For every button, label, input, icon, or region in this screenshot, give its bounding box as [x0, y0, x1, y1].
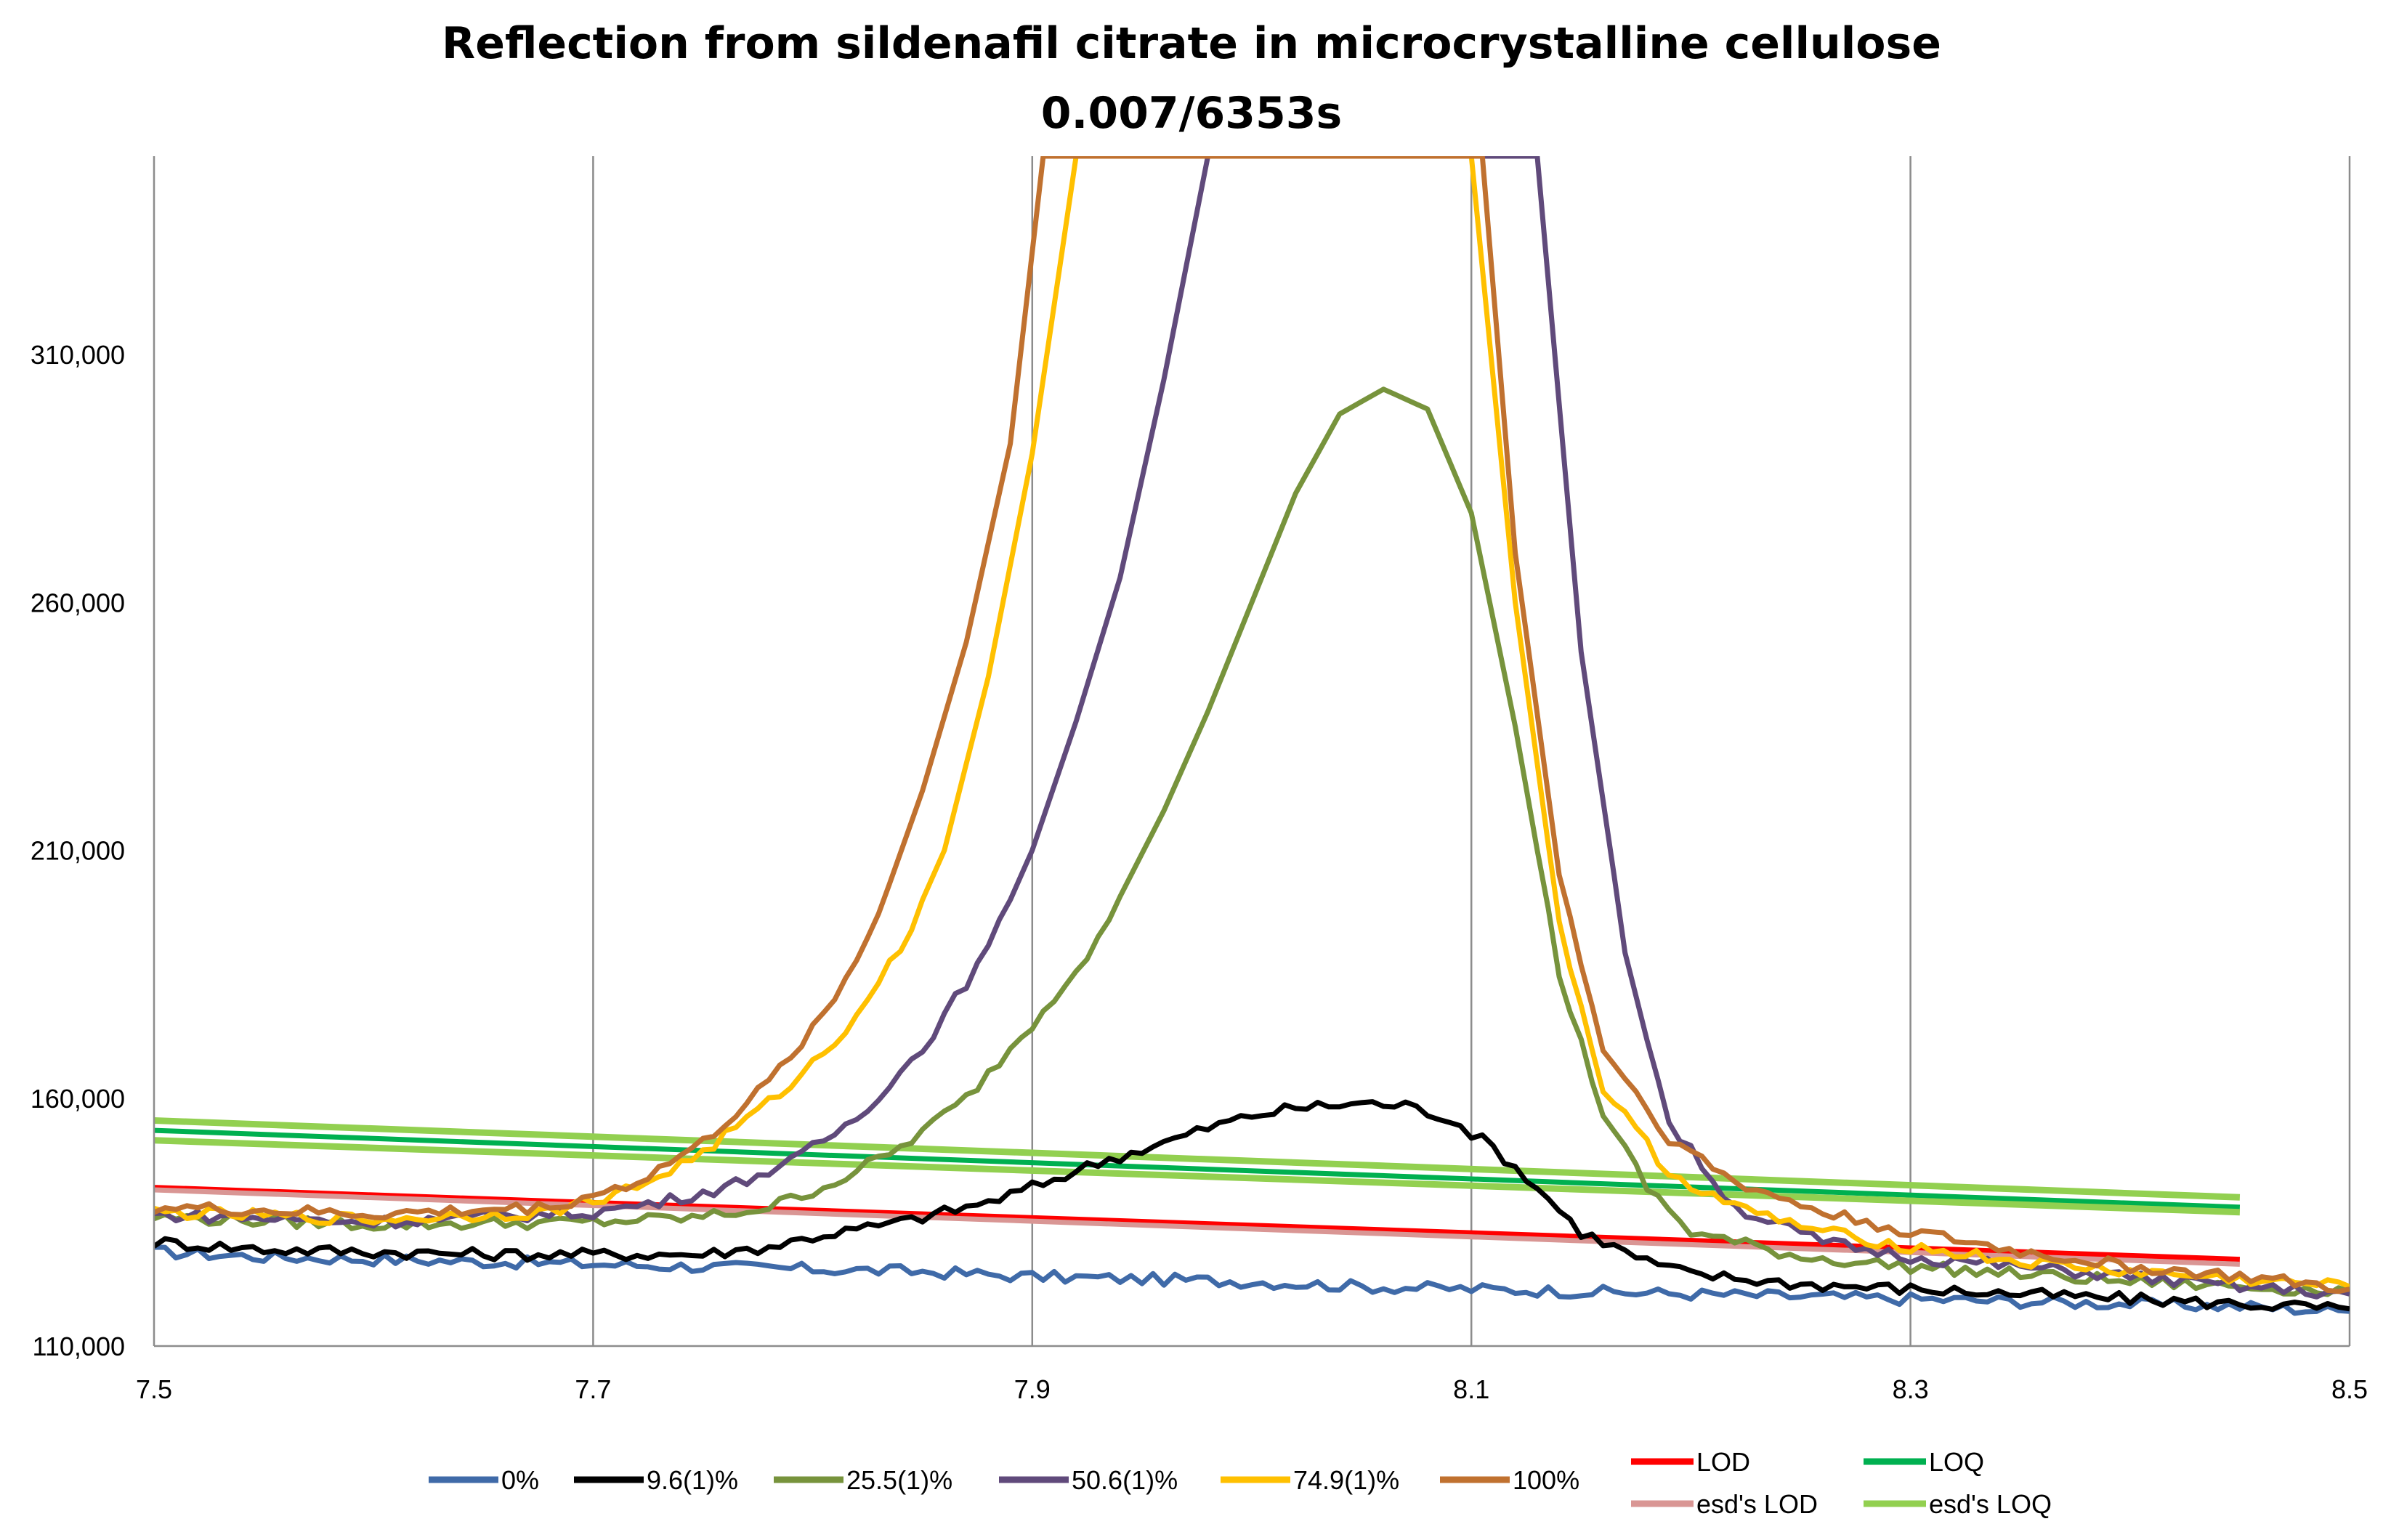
legend-item-25-5-1: 25.5(1)% — [774, 1465, 952, 1495]
legend-label-lod: LOD — [1696, 1447, 1750, 1477]
x-tick-label-7-7: 7.7 — [575, 1374, 611, 1404]
x-tick-label-8-5: 8.5 — [2331, 1374, 2368, 1404]
x-tick-label-8-1: 8.1 — [1453, 1374, 1489, 1404]
legend-item-esd-s-loq: esd's LOQ — [1864, 1489, 2052, 1519]
legend-label-0: 0% — [501, 1465, 539, 1495]
chart-subtitle: 0.007/6353s — [1040, 88, 1343, 139]
axis-layer: 7.5 7.7 7.9 8.1 8.3 8.5 110,000 160,000 210,000 2… — [31, 156, 2368, 1404]
legend-item-loq: LOQ — [1864, 1447, 1984, 1477]
legend-item-9-6-1: 9.6(1)% — [574, 1465, 738, 1495]
limit-lines-layer — [154, 1117, 2241, 1267]
legend-label-loq: LOQ — [1929, 1447, 1984, 1477]
series-esd-s-loq-line-2 — [154, 1137, 2241, 1216]
x-tick-label-7-9: 7.9 — [1014, 1374, 1051, 1404]
legend-label-25-5-1: 25.5(1)% — [846, 1465, 952, 1495]
legend-item-50-6-1: 50.6(1)% — [999, 1465, 1178, 1495]
legend-label-esd-s-lod: esd's LOD — [1696, 1489, 1818, 1519]
legend-label-9-6-1: 9.6(1)% — [647, 1465, 738, 1495]
x-tick-label-7-5: 7.5 — [136, 1374, 172, 1404]
series-9-6-1-line — [154, 1099, 2350, 1312]
y-tick-label-310-000: 310,000 — [31, 340, 125, 370]
chart-title-line-1: Reflection from sildenafil citrate in mi… — [442, 18, 1941, 69]
legend-label-esd-s-loq: esd's LOQ — [1929, 1489, 2052, 1519]
x-tick-label-8-3: 8.3 — [1893, 1374, 1929, 1404]
legend-item-esd-s-lod: esd's LOD — [1631, 1489, 1818, 1519]
series-0-line — [154, 1244, 2350, 1316]
legend-item-lod: LOD — [1631, 1447, 1750, 1477]
legend-item-0: 0% — [429, 1465, 539, 1495]
legend-item-100: 100% — [1440, 1465, 1579, 1495]
series-loq-line — [154, 1127, 2241, 1210]
series-74-9-1-line — [154, 156, 2350, 1289]
chart-title: Reflection from sildenafil citrate in mi… — [0, 9, 2383, 148]
series-100-line — [154, 156, 2350, 1294]
y-tick-label-210-000: 210,000 — [31, 836, 125, 866]
legend-item-74-9-1: 74.9(1)% — [1221, 1465, 1399, 1495]
series-esd-s-loq-line-1 — [154, 1117, 2241, 1201]
chart-legend: 0% 9.6(1)% 25.5(1)% 50.6(1)% 74.9(1)% 100% LOD… — [429, 1447, 2052, 1519]
grid-layer — [592, 156, 2351, 1346]
y-tick-label-260-000: 260,000 — [31, 588, 125, 617]
series-lod-line — [154, 1185, 2241, 1263]
legend-label-50-6-1: 50.6(1)% — [1072, 1465, 1178, 1495]
legend-label-100: 100% — [1513, 1465, 1579, 1495]
y-tick-label-110-000: 110,000 — [33, 1332, 125, 1361]
y-tick-label-160-000: 160,000 — [31, 1084, 125, 1114]
series-25-5-1-line — [154, 386, 2350, 1297]
legend-label-74-9-1: 74.9(1)% — [1293, 1465, 1399, 1495]
series-50-6-1-line — [154, 156, 2350, 1300]
series-layer — [154, 156, 2350, 1316]
